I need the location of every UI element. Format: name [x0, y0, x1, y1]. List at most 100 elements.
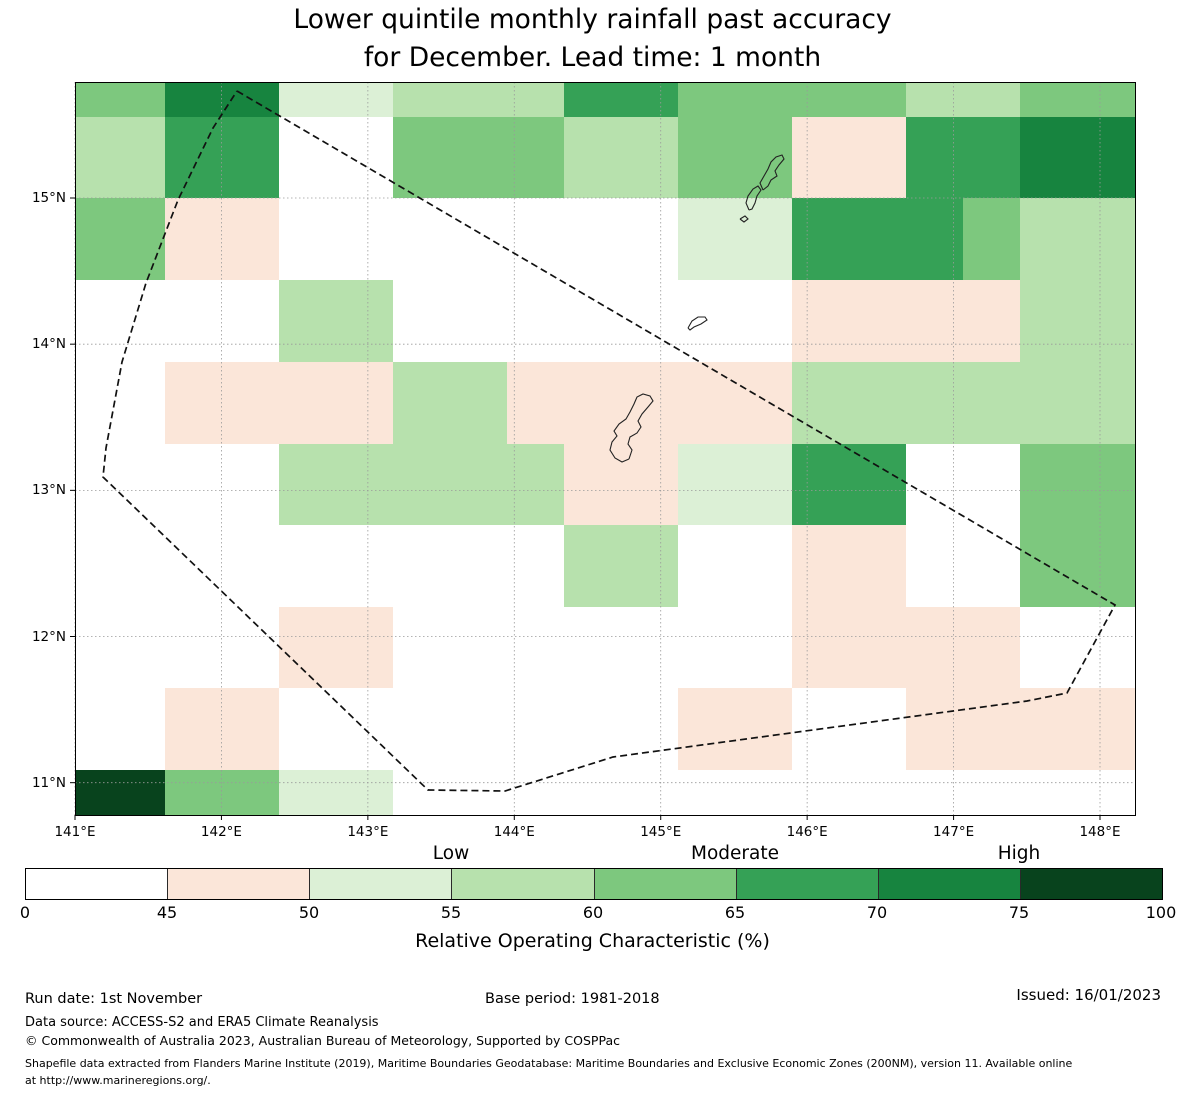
heatmap-cell — [1020, 117, 1077, 198]
heatmap-cell — [507, 607, 564, 688]
colorbar-segment-75-100 — [1019, 869, 1162, 899]
heatmap-cell — [735, 770, 792, 815]
colorbar-tick-label: 75 — [1008, 903, 1030, 922]
heatmap-cell — [165, 362, 222, 444]
heatmap-cell — [792, 525, 849, 607]
heatmap-cell — [792, 280, 849, 362]
heatmap-cell — [1077, 770, 1135, 815]
heatmap-cell — [621, 770, 678, 815]
heatmap-cell — [393, 607, 450, 688]
heatmap-cell — [906, 362, 963, 444]
colorbar-segment-65-70 — [735, 869, 878, 899]
y-tick-label: 12°N — [31, 628, 66, 645]
heatmap-cell — [75, 362, 165, 444]
heatmap-cell — [279, 525, 336, 607]
heatmap-cell — [678, 362, 735, 444]
heatmap-cell — [678, 280, 735, 362]
heatmap-cell — [564, 82, 621, 117]
heatmap-cell — [222, 525, 279, 607]
heatmap-cell — [450, 444, 507, 525]
heatmap-cell — [279, 362, 336, 444]
heatmap-cell — [450, 117, 507, 198]
heatmap-cell — [564, 444, 621, 525]
heatmap-cell — [450, 198, 507, 280]
heatmap-cell — [336, 444, 393, 525]
heatmap-cell — [849, 280, 906, 362]
colorbar-tick-label: 100 — [1145, 903, 1177, 922]
heatmap-cell — [735, 444, 792, 525]
heatmap-cell — [336, 82, 393, 117]
x-tick-label: 146°E — [786, 824, 828, 840]
heatmap-cell — [963, 688, 1020, 770]
heatmap-cell — [393, 444, 450, 525]
heatmap-cell — [792, 770, 849, 815]
heatmap-cell — [1020, 198, 1077, 280]
heatmap-cell — [621, 117, 678, 198]
base-period-text: Base period: 1981-2018 — [485, 991, 660, 1007]
colorbar-tick-label: 70 — [866, 903, 888, 922]
heatmap-cell — [450, 82, 507, 117]
heatmap-cell — [1020, 444, 1077, 525]
heatmap-cell — [165, 82, 222, 117]
x-tick-label: 144°E — [493, 824, 535, 840]
heatmap-cell — [906, 198, 963, 280]
heatmap-cell — [165, 117, 222, 198]
heatmap-cell — [279, 280, 336, 362]
heatmap-cell — [963, 280, 1020, 362]
heatmap-cell — [906, 117, 963, 198]
heatmap-cell — [792, 117, 849, 198]
heatmap-cell — [564, 280, 621, 362]
heatmap-cell — [621, 198, 678, 280]
heatmap-cell — [1020, 607, 1077, 688]
heatmap-cell — [336, 770, 393, 815]
heatmap-cell — [564, 607, 621, 688]
heatmap-cell — [450, 362, 507, 444]
heatmap-cell — [222, 117, 279, 198]
heatmap-plot-area — [75, 82, 1135, 815]
heatmap-cell — [678, 770, 735, 815]
y-tick-label: 14°N — [31, 336, 66, 353]
heatmap-cell — [1020, 525, 1077, 607]
heatmap-cell — [621, 280, 678, 362]
heatmap-cell — [963, 525, 1020, 607]
heatmap-cell — [792, 607, 849, 688]
heatmap-cell — [792, 444, 849, 525]
colorbar-tick-label: 65 — [724, 903, 746, 922]
heatmap-cell — [393, 280, 450, 362]
heatmap-cell — [279, 117, 336, 198]
heatmap-cell — [735, 362, 792, 444]
heatmap-cell — [963, 198, 1020, 280]
heatmap-cell — [75, 607, 165, 688]
colorbar-tick-label: 60 — [582, 903, 604, 922]
heatmap-cell — [906, 280, 963, 362]
heatmap-cell — [849, 82, 906, 117]
heatmap-cell — [621, 525, 678, 607]
heatmap-cell — [450, 525, 507, 607]
heatmap-cell — [222, 444, 279, 525]
heatmap-cell — [906, 688, 963, 770]
heatmap-cell — [963, 117, 1020, 198]
heatmap-cell — [963, 362, 1020, 444]
heatmap-cell — [450, 280, 507, 362]
colorbar-tick-label: 45 — [156, 903, 178, 922]
heatmap-cell — [279, 688, 336, 770]
heatmap-cell — [279, 82, 336, 117]
heatmap-cell — [222, 770, 279, 815]
heatmap-cell — [75, 198, 165, 280]
issued-date-text: Issued: 16/01/2023 — [1016, 986, 1161, 1004]
heatmap-cell — [75, 444, 165, 525]
chart-title-line1: Lower quintile monthly rainfall past acc… — [293, 4, 892, 35]
heatmap-cell — [279, 607, 336, 688]
heatmap-cell — [849, 444, 906, 525]
heatmap-cell — [735, 117, 792, 198]
heatmap-cell — [1077, 82, 1135, 117]
heatmap-cell — [621, 688, 678, 770]
chart-title: Lower quintile monthly rainfall past acc… — [0, 1, 1185, 76]
heatmap-cell — [165, 607, 222, 688]
heatmap-cell — [165, 280, 222, 362]
heatmap-cell — [564, 688, 621, 770]
heatmap-cell — [849, 362, 906, 444]
heatmap-cell — [1020, 280, 1077, 362]
heatmap-cell — [165, 525, 222, 607]
